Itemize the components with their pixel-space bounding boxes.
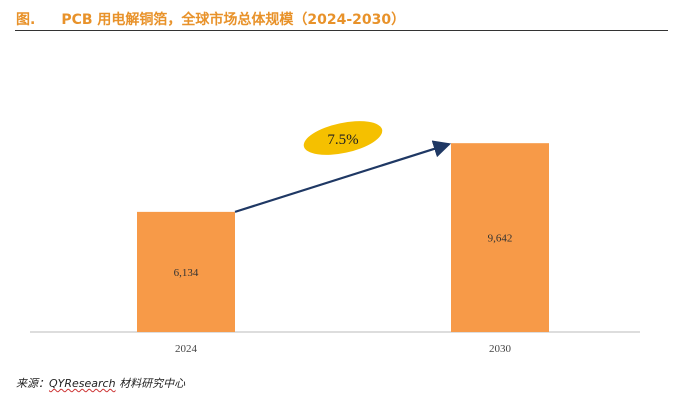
- data-label: 9,642: [488, 233, 513, 245]
- source-org: QYResearch: [49, 377, 116, 390]
- growth-rate-label: 7.5%: [327, 132, 358, 148]
- source-note: 来源：QYResearch 材料研究中心: [16, 375, 185, 391]
- growth-badge: [303, 121, 383, 155]
- title-divider: [15, 30, 668, 31]
- source-author: 材料研究中心: [119, 377, 186, 390]
- chart-title: 图. PCB 用电解铜箔，全球市场总体规模（2024-2030）: [16, 9, 405, 29]
- title-text: PCB 用电解铜箔，全球市场总体规模（2024-2030）: [61, 12, 406, 28]
- growth-arrow: [234, 140, 452, 213]
- bar-2030: [451, 143, 549, 332]
- source-label: 来源：: [16, 377, 49, 390]
- data-label: 6,134: [174, 267, 199, 279]
- x-tick-label: 2030: [489, 343, 512, 355]
- bar-2024: [137, 211, 235, 332]
- x-tick-label: 2024: [175, 343, 198, 355]
- figure-label: 图.: [16, 12, 36, 28]
